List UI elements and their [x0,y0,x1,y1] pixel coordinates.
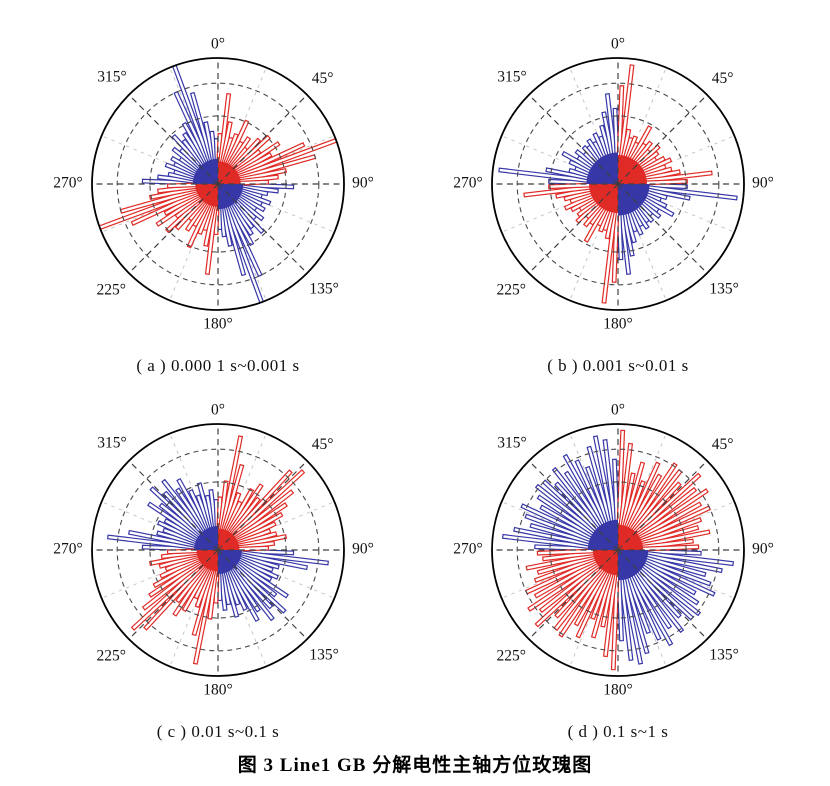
angle-label-225deg: 225° [497,647,526,664]
angle-label-135deg: 135° [309,281,338,298]
angle-label-315deg: 315° [497,68,526,85]
rose-plot-a: 0° 45° 90° 135° 180° 225° 270° 315° [53,36,374,333]
rose-plot-c: 0° 45° 90° 135° 180° 225° 270° 315° [53,402,374,699]
rose-plot-grid: 0° 45° 90° 135° 180° 225° 270° 315° ( a ) 0.000… [0,12,830,744]
angle-label-270deg: 270° [53,175,82,192]
subfigure-c-caption: ( c ) 0.01 s~0.1 s [156,722,280,741]
rose-plot-d: 0° 45° 90° 135° 180° 225° 270° 315° [453,402,774,699]
angle-label-45deg: 45° [712,70,734,87]
rose-plot-b: 0° 45° 90° 135° 180° 225° 270° 315° [453,36,774,333]
angle-label-90deg: 90° [352,541,374,558]
subfigure-d-caption: ( d ) 0.1 s~1 s [567,722,669,741]
angle-label-225deg: 225° [497,281,526,298]
angle-label-315deg: 315° [97,434,126,451]
angle-label-45deg: 45° [712,436,734,453]
angle-label-315deg: 315° [497,434,526,451]
subfigure-c: 0° 45° 90° 135° 180° 225° 270° 315° ( c ) 0.01 … [18,378,418,744]
angle-label-270deg: 270° [453,541,482,558]
angle-label-135deg: 135° [709,281,738,298]
angle-label-270deg: 270° [53,541,82,558]
angle-label-0deg: 0° [211,36,225,53]
angle-label-180deg: 180° [603,682,632,699]
angle-label-270deg: 270° [453,175,482,192]
angle-label-0deg: 0° [611,402,625,419]
angle-label-90deg: 90° [352,175,374,192]
angle-label-225deg: 225° [97,647,126,664]
angle-label-315deg: 315° [97,68,126,85]
angle-label-180deg: 180° [203,316,232,333]
subfigure-b: 0° 45° 90° 135° 180° 225° 270° 315° ( b ) 0.001… [418,12,818,378]
angle-label-180deg: 180° [603,316,632,333]
figure-title: 图 3 Line1 GB 分解电性主轴方位玫瑰图 [237,755,593,776]
subfigure-d: 0° 45° 90° 135° 180° 225° 270° 315° ( d ) 0.1 s… [418,378,818,744]
angle-label-45deg: 45° [312,70,334,87]
angle-label-135deg: 135° [709,647,738,664]
angle-label-90deg: 90° [752,541,774,558]
angle-label-45deg: 45° [312,436,334,453]
angle-label-225deg: 225° [97,281,126,298]
angle-label-90deg: 90° [752,175,774,192]
angle-label-0deg: 0° [611,36,625,53]
subfigure-b-caption: ( b ) 0.001 s~0.01 s [547,356,689,375]
angle-label-180deg: 180° [203,682,232,699]
angle-label-0deg: 0° [211,402,225,419]
angle-label-135deg: 135° [309,647,338,664]
subfigure-a-caption: ( a ) 0.000 1 s~0.001 s [136,356,300,375]
subfigure-a: 0° 45° 90° 135° 180° 225° 270° 315° ( a ) 0.000… [18,12,418,378]
